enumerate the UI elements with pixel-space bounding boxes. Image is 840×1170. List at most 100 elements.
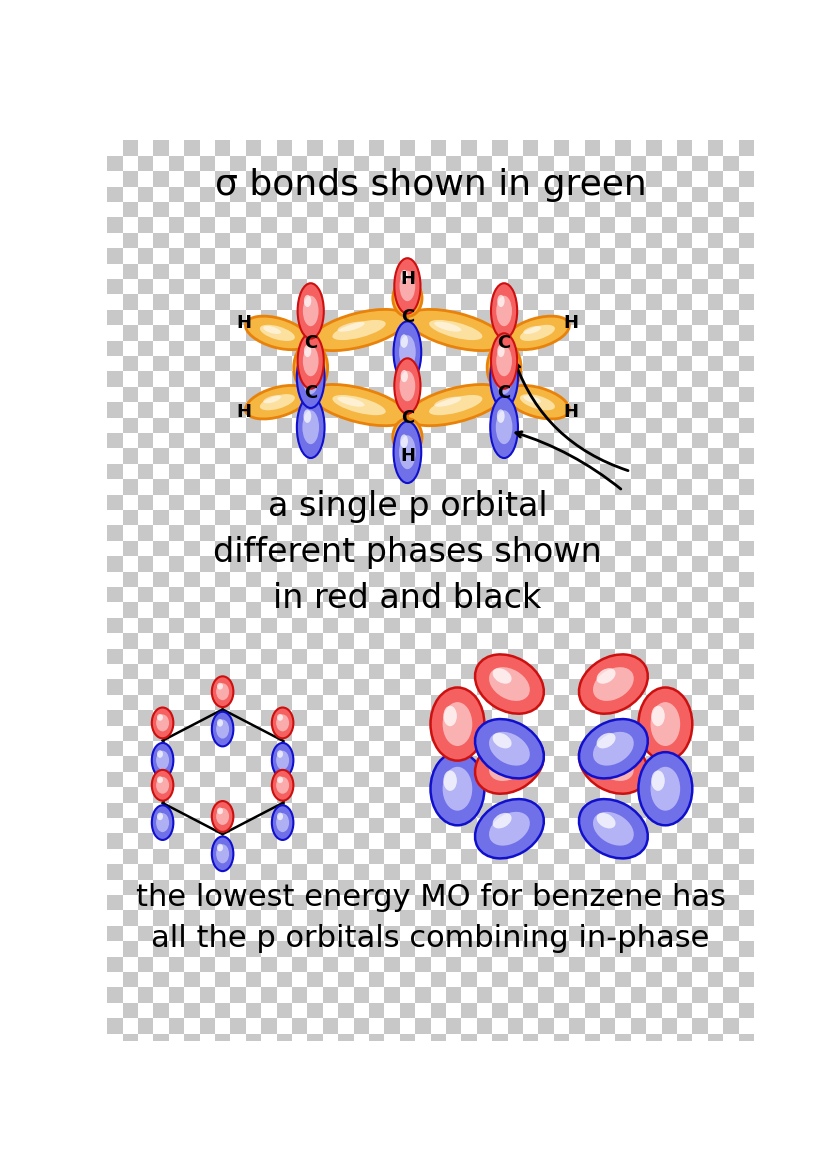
Bar — [184, 1033, 200, 1049]
Bar — [215, 156, 230, 171]
Ellipse shape — [294, 343, 328, 393]
Bar — [477, 972, 492, 987]
Bar — [261, 772, 276, 787]
Bar — [692, 925, 708, 941]
Bar — [492, 695, 507, 710]
Bar — [646, 910, 662, 925]
Bar — [246, 140, 261, 156]
Bar — [385, 448, 400, 463]
Bar — [507, 278, 523, 295]
Ellipse shape — [401, 370, 408, 383]
Bar — [507, 263, 523, 278]
Bar — [108, 156, 123, 171]
Bar — [123, 941, 138, 957]
Bar — [123, 402, 138, 418]
Bar — [246, 756, 261, 772]
Bar — [323, 340, 338, 356]
Bar — [215, 387, 230, 402]
Bar — [215, 218, 230, 233]
Bar — [184, 695, 200, 710]
Bar — [615, 387, 631, 402]
Bar — [385, 803, 400, 818]
Bar — [522, 680, 538, 695]
Bar — [492, 941, 507, 957]
Bar — [662, 325, 677, 340]
Bar — [600, 680, 615, 695]
Bar — [738, 572, 754, 587]
Bar — [477, 756, 492, 772]
Bar — [600, 587, 615, 603]
Text: a single p orbital
different phases shown
in red and black: a single p orbital different phases show… — [213, 490, 601, 615]
Bar — [708, 541, 723, 556]
Bar — [522, 603, 538, 618]
Bar — [138, 865, 154, 880]
Bar — [108, 925, 123, 941]
Bar — [123, 925, 138, 941]
Bar — [138, 202, 154, 218]
Bar — [200, 480, 215, 495]
Bar — [292, 556, 307, 572]
Ellipse shape — [302, 360, 319, 394]
Bar — [400, 356, 415, 371]
Bar — [461, 310, 477, 325]
Bar — [431, 248, 446, 263]
Bar — [692, 340, 708, 356]
Bar — [307, 140, 323, 156]
Bar — [615, 772, 631, 787]
Bar — [354, 587, 369, 603]
Bar — [184, 387, 200, 402]
Bar — [507, 972, 523, 987]
Bar — [261, 648, 276, 665]
Bar — [108, 525, 123, 541]
Bar — [477, 833, 492, 848]
Bar — [385, 510, 400, 525]
Bar — [570, 387, 585, 402]
Bar — [354, 787, 369, 803]
Bar — [323, 787, 338, 803]
Bar — [385, 140, 400, 156]
Bar — [169, 171, 184, 186]
Bar — [538, 710, 554, 725]
Bar — [246, 233, 261, 248]
Bar — [431, 680, 446, 695]
Bar — [215, 987, 230, 1003]
Bar — [615, 880, 631, 895]
Bar — [200, 633, 215, 648]
Bar — [123, 587, 138, 603]
Bar — [615, 525, 631, 541]
Bar — [323, 741, 338, 756]
Bar — [261, 156, 276, 171]
Bar — [184, 463, 200, 480]
Ellipse shape — [212, 837, 234, 872]
Bar — [477, 556, 492, 572]
Bar — [369, 741, 385, 756]
Bar — [354, 1033, 369, 1049]
Bar — [154, 263, 169, 278]
Bar — [631, 787, 646, 803]
Bar — [415, 633, 431, 648]
Bar — [662, 186, 677, 202]
Bar — [570, 1033, 585, 1049]
Bar — [708, 633, 723, 648]
Bar — [415, 957, 431, 972]
Bar — [154, 1033, 169, 1049]
Bar — [169, 741, 184, 756]
Bar — [261, 787, 276, 803]
Bar — [230, 987, 246, 1003]
Ellipse shape — [489, 812, 530, 846]
Bar — [615, 803, 631, 818]
Bar — [554, 310, 570, 325]
Bar — [477, 865, 492, 880]
Bar — [169, 510, 184, 525]
Bar — [431, 925, 446, 941]
Bar — [154, 895, 169, 910]
Bar — [354, 556, 369, 572]
Bar — [307, 233, 323, 248]
Bar — [507, 572, 523, 587]
Bar — [708, 1018, 723, 1033]
Bar — [369, 603, 385, 618]
Bar — [570, 848, 585, 865]
Bar — [200, 510, 215, 525]
Bar — [323, 987, 338, 1003]
Bar — [615, 448, 631, 463]
